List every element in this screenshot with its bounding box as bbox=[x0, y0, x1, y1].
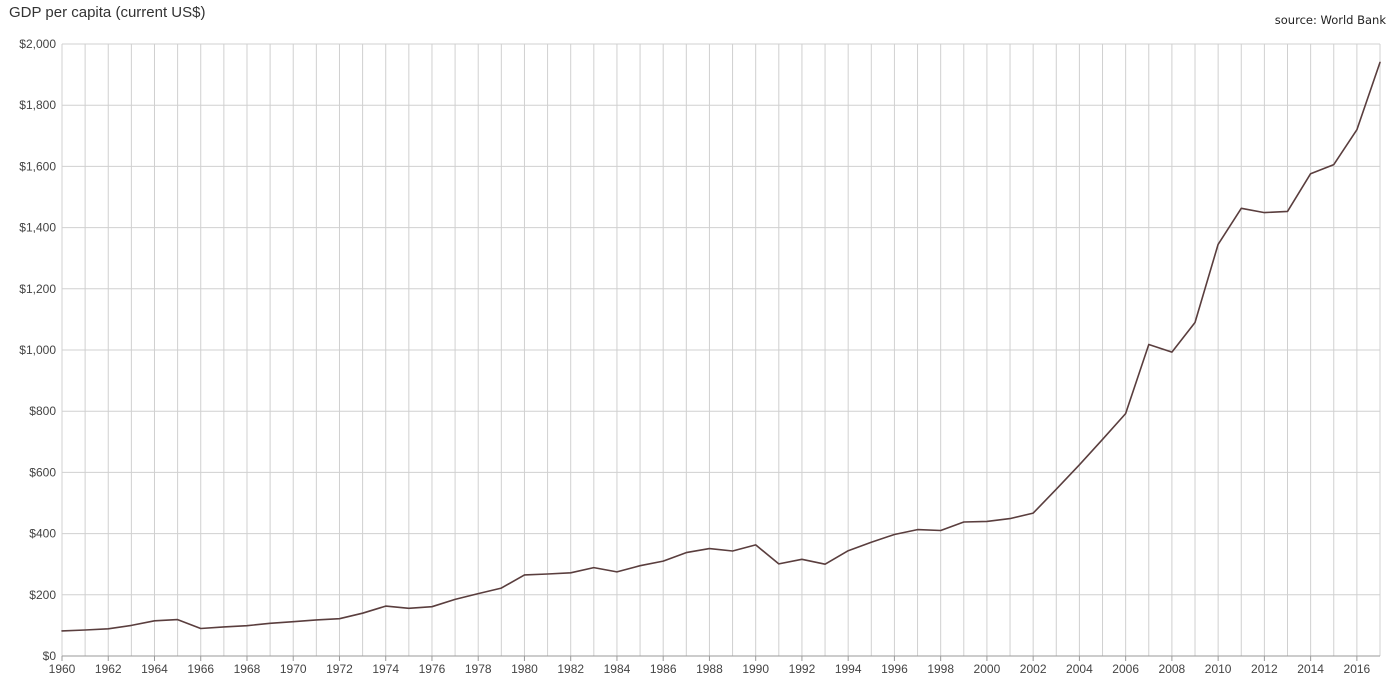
series-layer bbox=[61, 61, 1381, 632]
series-line bbox=[61, 61, 1381, 632]
chart-source: source: World Bank bbox=[1274, 13, 1386, 27]
x-tick-label: 2006 bbox=[1112, 662, 1139, 676]
x-tick-label: 1982 bbox=[557, 662, 584, 676]
y-tick-label: $1,400 bbox=[19, 221, 56, 235]
chart-title: GDP per capita (current US$) bbox=[9, 4, 206, 21]
y-tick-label: $1,000 bbox=[19, 343, 56, 357]
x-tick-label: 2016 bbox=[1344, 662, 1371, 676]
axis-layer: $0 $200 $400 $600 $800 $1,000 $1,200 $1,400 $1,6… bbox=[19, 37, 1370, 676]
y-tick-label: $1,800 bbox=[19, 98, 56, 112]
x-tick-label: 2014 bbox=[1297, 662, 1324, 676]
x-tick-label: 1968 bbox=[234, 662, 261, 676]
x-tick-label: 1964 bbox=[141, 662, 168, 676]
x-tick-label: 1976 bbox=[419, 662, 446, 676]
y-tick-label: $1,600 bbox=[19, 159, 56, 173]
y-tick-label: $400 bbox=[29, 527, 56, 541]
x-tick-label: 2004 bbox=[1066, 662, 1093, 676]
x-tick-label: 2000 bbox=[974, 662, 1001, 676]
x-tick-label: 2008 bbox=[1159, 662, 1186, 676]
x-tick-label: 2002 bbox=[1020, 662, 1047, 676]
x-tick-label: 1990 bbox=[742, 662, 769, 676]
y-tick-label: $0 bbox=[43, 649, 57, 663]
x-tick-label: 1994 bbox=[835, 662, 862, 676]
y-tick-label: $800 bbox=[29, 404, 56, 418]
grid-layer bbox=[61, 43, 1381, 657]
x-tick-label: 1972 bbox=[326, 662, 353, 676]
x-tick-label: 1978 bbox=[465, 662, 492, 676]
x-tick-label: 1960 bbox=[49, 662, 76, 676]
x-tick-label: 1966 bbox=[187, 662, 214, 676]
x-tick-label: 1986 bbox=[650, 662, 677, 676]
x-tick-label: 1996 bbox=[881, 662, 908, 676]
x-tick-label: 2010 bbox=[1205, 662, 1232, 676]
x-tick-label: 1974 bbox=[372, 662, 399, 676]
y-tick-label: $600 bbox=[29, 465, 56, 479]
x-tick-label: 1992 bbox=[789, 662, 816, 676]
x-tick-label: 1970 bbox=[280, 662, 307, 676]
x-tick-label: 1984 bbox=[604, 662, 631, 676]
x-tick-label: 1988 bbox=[696, 662, 723, 676]
x-tick-label: 1998 bbox=[927, 662, 954, 676]
y-tick-label: $2,000 bbox=[19, 37, 56, 51]
x-tick-label: 1980 bbox=[511, 662, 538, 676]
y-tick-label: $200 bbox=[29, 588, 56, 602]
x-tick-label: 2012 bbox=[1251, 662, 1278, 676]
x-tick-label: 1962 bbox=[95, 662, 122, 676]
y-tick-label: $1,200 bbox=[19, 282, 56, 296]
